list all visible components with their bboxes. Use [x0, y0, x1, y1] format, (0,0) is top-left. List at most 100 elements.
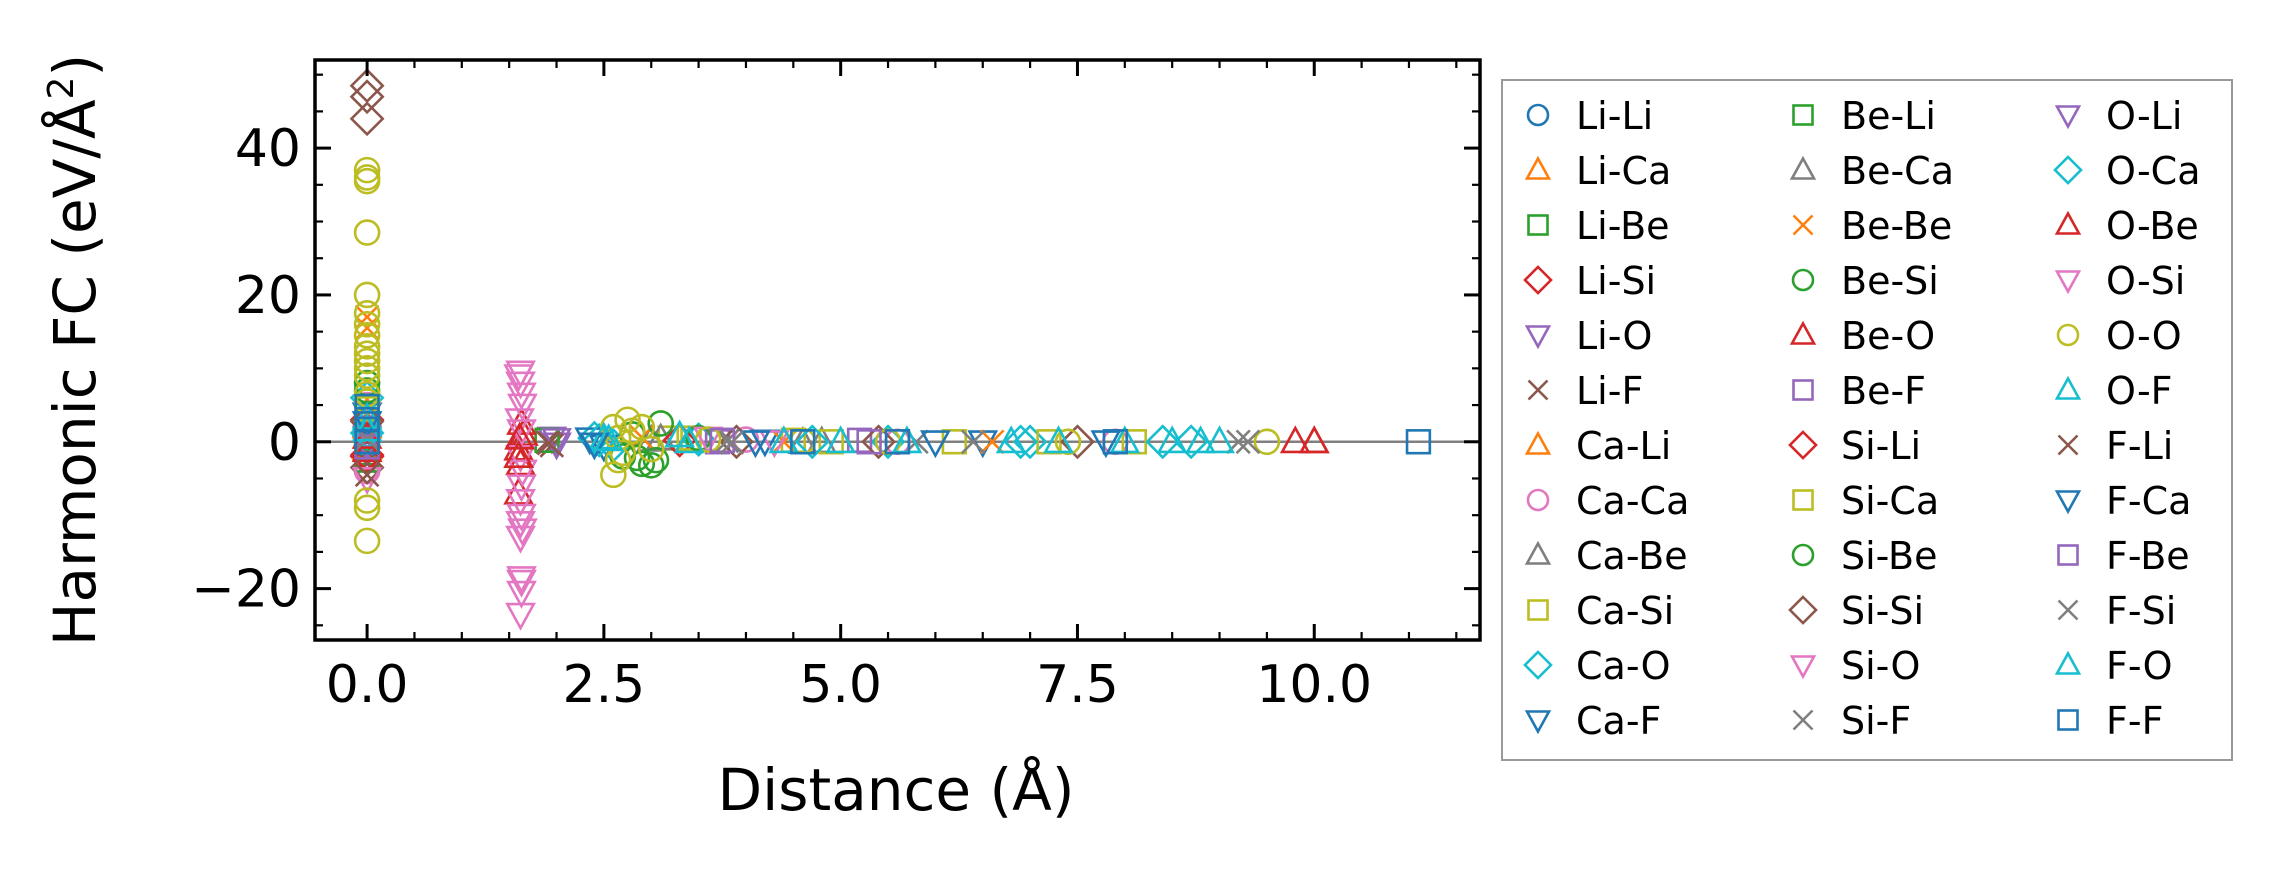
legend-entry: Li-Si — [1523, 259, 1656, 303]
legend-label: Be-Li — [1841, 94, 1936, 138]
legend-label: O-Li — [2106, 94, 2182, 138]
legend-entry: Si-Ca — [1792, 479, 1939, 523]
x-tick-label: 0.0 — [326, 655, 409, 715]
data-point — [794, 424, 830, 460]
data-point — [353, 164, 381, 191]
data-point — [1173, 424, 1209, 460]
data-point — [1102, 429, 1129, 455]
legend-label: Li-F — [1576, 369, 1643, 413]
series-o-be — [351, 420, 1330, 468]
legend-entry: F-Li — [2057, 424, 2173, 468]
data-point — [637, 435, 665, 463]
legend-entry: F-Be — [2057, 534, 2190, 578]
legend-marker — [1792, 214, 1814, 236]
y-tick-label: 20 — [235, 266, 301, 326]
legend-entry: O-O — [2056, 314, 2182, 358]
legend-marker — [1527, 599, 1549, 621]
data-point — [351, 401, 383, 430]
legend-entry: Li-O — [1524, 314, 1652, 358]
y-axis-label: Harmonic FC (eV/Å2) — [40, 54, 109, 646]
legend-marker — [1789, 655, 1817, 680]
legend-entry: Be-Ca — [1789, 149, 1954, 193]
data-point — [1012, 424, 1048, 460]
data-point — [353, 340, 381, 367]
series-ca-ca — [353, 391, 1129, 485]
data-point — [505, 602, 536, 631]
data-point — [593, 423, 625, 452]
data-point — [353, 355, 381, 382]
legend-label: Li-Si — [1576, 259, 1656, 303]
data-point — [353, 311, 381, 338]
data-point — [506, 503, 537, 532]
legend-marker — [1524, 710, 1552, 735]
data-point — [351, 411, 383, 440]
series-f-f — [354, 393, 1432, 455]
data-point — [1298, 425, 1330, 454]
legend-entry: O-Be — [2054, 204, 2199, 248]
legend-marker — [2054, 210, 2082, 235]
data-point — [1185, 425, 1216, 454]
legend-marker — [2054, 490, 2082, 515]
y-axis-label-superscript: 2 — [41, 77, 82, 100]
legend-entry: Be-Be — [1792, 204, 1952, 248]
legend-entry: Si-Be — [1791, 534, 1937, 578]
legend-label: Be-O — [1841, 314, 1935, 358]
data-point — [1003, 424, 1039, 460]
legend-marker — [2054, 270, 2082, 295]
data-point — [588, 421, 620, 450]
x-tick-label: 5.0 — [799, 655, 882, 715]
y-tick-label: 0 — [268, 413, 301, 473]
data-point — [673, 425, 705, 454]
data-point — [740, 430, 771, 459]
legend-label: Ca-F — [1576, 699, 1661, 743]
legend-label: F-Si — [2106, 589, 2176, 633]
legend-marker — [1788, 430, 1818, 460]
legend-marker — [1523, 650, 1553, 680]
legend-marker — [2057, 544, 2079, 566]
data-point — [503, 364, 535, 393]
data-point — [503, 439, 535, 468]
legend-label: Be-Be — [1841, 204, 1952, 248]
legend-entry: Si-Si — [1788, 589, 1924, 633]
legend-label: F-F — [2106, 699, 2163, 743]
legend-label: Be-Ca — [1841, 149, 1954, 193]
data-point — [353, 322, 381, 349]
legend-label: Si-Li — [1841, 424, 1921, 468]
data-point — [353, 219, 381, 246]
data-point — [1253, 428, 1281, 456]
data-point — [505, 511, 536, 540]
legend-entry: Ca-Be — [1524, 534, 1688, 578]
legend-entry: Li-Be — [1527, 204, 1670, 248]
data-point — [506, 474, 537, 503]
legend-label: Si-Be — [1841, 534, 1937, 578]
data-point — [579, 432, 610, 461]
legend-label: F-Li — [2106, 424, 2173, 468]
data-point — [353, 333, 381, 360]
legend-entry: O-Si — [2054, 259, 2185, 303]
legend-label: O-Si — [2106, 259, 2185, 303]
legend-entry: O-Li — [2054, 94, 2182, 138]
data-point — [856, 429, 882, 455]
data-point — [349, 79, 385, 115]
legend-entry: F-Si — [2057, 589, 2176, 633]
legend-marker — [1526, 103, 1550, 127]
legend-marker — [1524, 540, 1552, 565]
legend-marker — [2054, 105, 2082, 130]
data-point — [353, 299, 381, 327]
x-tick-label: 2.5 — [563, 655, 646, 715]
legend-label: Li-Ca — [1576, 149, 1671, 193]
data-point — [353, 281, 381, 309]
data-point — [349, 101, 385, 137]
legend-entry: F-O — [2054, 644, 2173, 688]
legend-entry: F-F — [2057, 699, 2163, 743]
legend-label: F-Ca — [2106, 479, 2191, 523]
data-point — [790, 429, 816, 455]
data-point — [353, 527, 381, 555]
legend-marker — [1524, 325, 1552, 350]
data-point — [884, 429, 911, 455]
series-f-li — [354, 430, 562, 488]
data-point — [1043, 425, 1074, 454]
data-point — [960, 429, 986, 455]
data-point — [995, 425, 1027, 454]
data-point — [507, 393, 538, 422]
